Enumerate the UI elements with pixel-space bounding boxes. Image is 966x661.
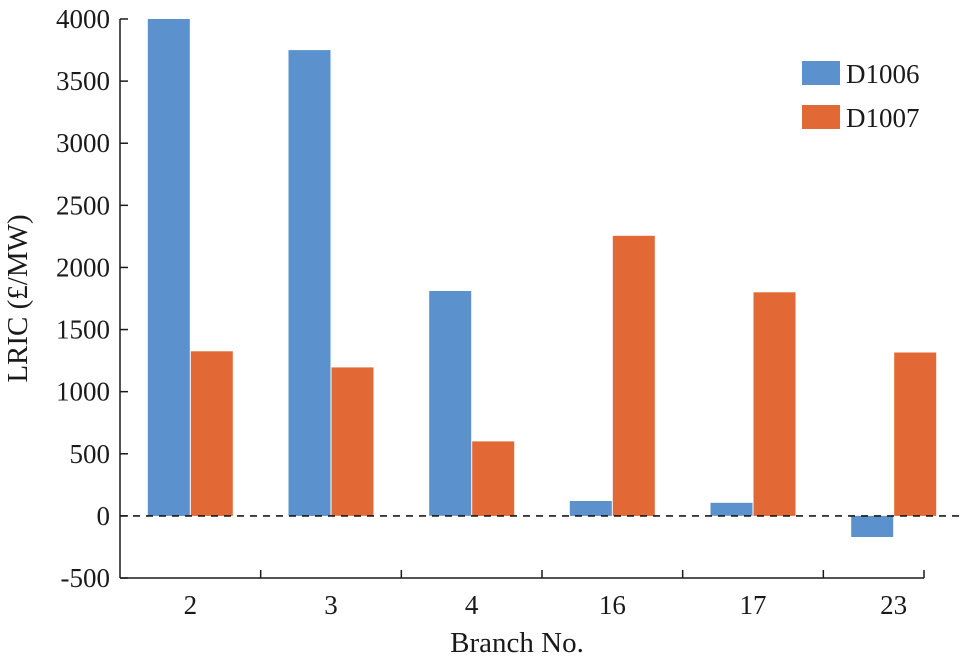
bars-layer <box>147 19 937 537</box>
x-tick-label: 3 <box>324 590 338 620</box>
y-tick-label: 0 <box>97 501 111 531</box>
y-tick-label: 3000 <box>56 128 110 158</box>
bar-D1007-branch-23 <box>894 352 937 516</box>
bar-D1007-branch-4 <box>472 441 515 516</box>
y-tick-label: 500 <box>70 439 111 469</box>
bar-D1007-branch-16 <box>612 235 655 516</box>
legend-label-D1006: D1006 <box>846 59 920 89</box>
y-axis-title: LRIC (£/MW) <box>2 214 34 382</box>
y-tick-label: -500 <box>61 563 111 593</box>
y-tick-label: 2000 <box>56 252 110 282</box>
x-tick-label: 23 <box>880 590 907 620</box>
bar-D1006-branch-23 <box>851 515 894 537</box>
legend: D1006 D1007 <box>802 59 920 133</box>
bar-D1007-branch-2 <box>190 351 233 516</box>
y-tick-label: 1500 <box>56 315 110 345</box>
legend-label-D1007: D1007 <box>846 103 920 133</box>
bar-D1006-branch-17 <box>710 502 753 516</box>
x-tick-label: 4 <box>465 590 479 620</box>
y-tick-label: 2500 <box>56 190 110 220</box>
bar-D1006-branch-4 <box>429 291 472 516</box>
bar-D1007-branch-3 <box>331 367 374 516</box>
bar-D1006-branch-16 <box>569 501 612 516</box>
x-tick-label: 16 <box>599 590 626 620</box>
bar-D1006-branch-2 <box>147 19 190 516</box>
bar-D1007-branch-17 <box>753 292 796 516</box>
x-axis-title: Branch No. <box>450 627 584 659</box>
legend-swatch-D1007 <box>802 105 840 129</box>
y-tick-label: 4000 <box>56 4 110 34</box>
y-tick-label: 3500 <box>56 66 110 96</box>
legend-swatch-D1006 <box>802 61 840 85</box>
axes-layer <box>119 18 925 579</box>
bar-D1006-branch-3 <box>288 50 331 516</box>
x-tick-label: 2 <box>184 590 198 620</box>
x-tick-label: 17 <box>740 590 767 620</box>
y-tick-label: 1000 <box>56 377 110 407</box>
